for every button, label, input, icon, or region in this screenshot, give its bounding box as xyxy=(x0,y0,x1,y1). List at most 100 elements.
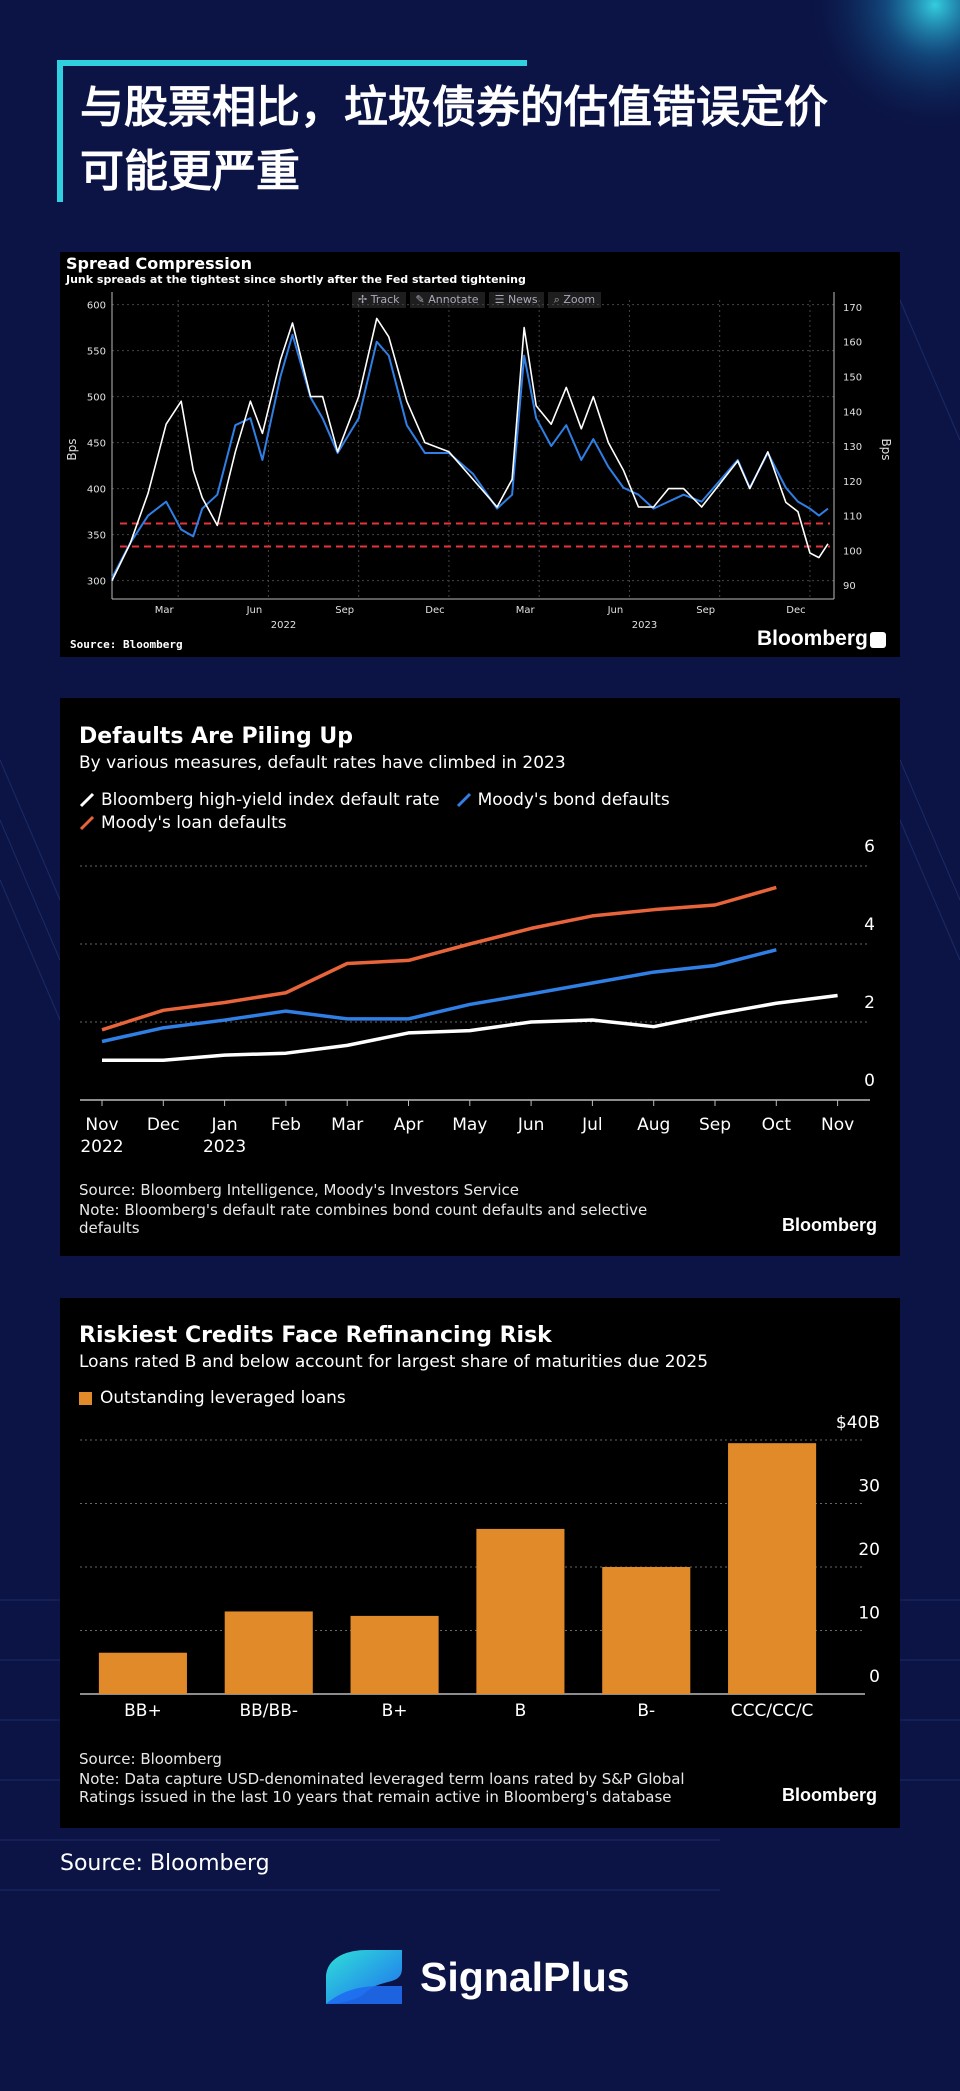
bloomberg-chart-icon xyxy=(870,632,886,648)
legend-swatch-icon xyxy=(79,1391,92,1405)
defaults-panel: Defaults Are Piling Up By various measur… xyxy=(60,698,900,1256)
chart3-xtick: BB/BB- xyxy=(239,1701,298,1721)
chart2-xtick: Nov xyxy=(821,1115,854,1135)
legend-item-loan: Moody's loan defaults xyxy=(79,813,287,833)
track-label: Track xyxy=(370,293,400,306)
annotate-label: Annotate xyxy=(428,293,479,306)
chart3-xtick: BB+ xyxy=(124,1701,162,1721)
chart1-ytick-left: 550 xyxy=(87,347,106,358)
chart2-ytick: 0 xyxy=(864,1071,875,1091)
legend-line-white-icon xyxy=(79,792,95,808)
legend-label-loan: Moody's loan defaults xyxy=(101,813,287,833)
chart3-xtick: B- xyxy=(637,1701,655,1721)
chart2-ytick: 6 xyxy=(864,837,875,857)
chart3-ytick: $40B xyxy=(836,1413,880,1433)
chart1-ytick-left: 400 xyxy=(87,485,106,496)
chart2-subtitle: By various measures, default rates have … xyxy=(79,753,566,773)
page-title: 与股票相比，垃圾债券的估值错误定价 可能更严重 xyxy=(80,76,910,204)
refinancing-panel: Riskiest Credits Face Refinancing Risk L… xyxy=(60,1298,900,1828)
track-button[interactable]: ✢ Track xyxy=(352,292,406,308)
chart2-xtick: Mar xyxy=(331,1115,363,1135)
chart2-xtick-year: 2023 xyxy=(203,1137,246,1157)
legend-label-loans: Outstanding leveraged loans xyxy=(100,1388,346,1408)
chart3-bar xyxy=(224,1611,313,1694)
legend-line-orange-icon xyxy=(79,815,95,831)
chart3-xtick: B xyxy=(515,1701,527,1721)
title-accent-bar-left xyxy=(57,60,63,202)
chart3-ytick: 20 xyxy=(858,1540,880,1560)
refinancing-chart-svg: 0 10 20 30 $40B BB+ BB/BB- B+ B B- CCC/CC/C xyxy=(80,1413,880,1721)
chart1-xtick: Jun xyxy=(607,605,624,616)
chart2-xtick: Jul xyxy=(581,1115,603,1135)
spread-chart-svg: 300 350 400 450 500 550 600 90 100 110 120 130 140 15… xyxy=(65,292,893,631)
chart3-xtick: CCC/CC/C xyxy=(731,1701,814,1721)
annotate-button[interactable]: ✎ Annotate xyxy=(409,292,485,308)
chart1-ytick-right: 140 xyxy=(843,407,862,418)
chart3-bar xyxy=(350,1615,439,1694)
chart3-xtick: B+ xyxy=(382,1701,408,1721)
signalplus-logo-icon xyxy=(326,1950,402,2004)
title-accent-bar xyxy=(57,60,527,66)
chart1-ytick-right: 120 xyxy=(843,477,862,488)
chart2-legend-row2: Moody's loan defaults xyxy=(79,813,295,833)
news-label: News xyxy=(507,293,538,306)
chart2-bloomberg-logo: Bloomberg xyxy=(782,1215,878,1235)
signalplus-logo: SignalPlus xyxy=(322,1946,630,2008)
footer-source: Source: Bloomberg xyxy=(60,1851,270,1876)
chart2-ytick: 4 xyxy=(864,915,875,935)
chart1-ytick-right: 100 xyxy=(843,546,862,557)
chart1-ytick-left: 300 xyxy=(87,577,106,588)
chart1-ylabel-right: Bps xyxy=(879,438,893,460)
signalplus-logo-text: SignalPlus xyxy=(420,1953,630,2000)
chart3-bar xyxy=(602,1567,691,1694)
chart1-xtick: Sep xyxy=(335,605,354,616)
chart3-bar xyxy=(728,1443,817,1694)
chart1-series-blue xyxy=(111,333,829,579)
chart2-xtick: Feb xyxy=(271,1115,301,1135)
page-title-line1: 与股票相比，垃圾债券的估值错误定价 xyxy=(80,82,828,133)
chart2-series-0 xyxy=(102,993,838,1062)
chart1-year-label: 2022 xyxy=(271,620,296,631)
chart2-series-1 xyxy=(101,948,777,1044)
chart2-ytick: 2 xyxy=(864,993,875,1013)
spread-compression-panel: Spread Compression Junk spreads at the t… xyxy=(60,252,900,657)
legend-label-hy: Bloomberg high-yield index default rate xyxy=(101,790,440,810)
chart3-note: Note: Data capture USD-denominated lever… xyxy=(79,1770,685,1806)
chart3-legend: Outstanding leveraged loans xyxy=(79,1388,346,1408)
page-title-line2: 可能更严重 xyxy=(80,146,300,197)
chart2-xtick: May xyxy=(452,1115,487,1135)
chart2-series-2 xyxy=(101,885,777,1032)
chart1-xtick: Dec xyxy=(425,605,444,616)
chart3-subtitle: Loans rated B and below account for larg… xyxy=(79,1352,709,1372)
chart1-ytick-right: 170 xyxy=(843,303,862,314)
chart1-xtick: Mar xyxy=(155,605,175,616)
chart1-subtitle: Junk spreads at the tightest since short… xyxy=(66,273,526,286)
chart3-title: Riskiest Credits Face Refinancing Risk xyxy=(79,1323,552,1348)
news-button[interactable]: ☰ News xyxy=(488,292,544,308)
chart1-xtick: Mar xyxy=(516,605,536,616)
chart3-bar xyxy=(98,1652,187,1694)
chart1-bloomberg-logo: Bloomberg xyxy=(757,627,868,650)
chart1-year-label: 2023 xyxy=(632,620,657,631)
chart2-title: Defaults Are Piling Up xyxy=(79,724,353,749)
legend-item-hy: Bloomberg high-yield index default rate xyxy=(79,790,440,810)
legend-label-bond: Moody's bond defaults xyxy=(477,790,670,810)
chart2-xtick: Aug xyxy=(637,1115,670,1135)
chart1-ylabel-left: Bps xyxy=(65,438,79,460)
zoom-label: Zoom xyxy=(563,293,596,306)
chart1-ytick-right: 110 xyxy=(843,512,862,523)
chart1-ytick-right: 150 xyxy=(843,372,862,383)
zoom-button[interactable]: ⌕ Zoom xyxy=(547,292,602,308)
chart2-xtick: Oct xyxy=(762,1115,792,1135)
chart3-bloomberg-logo: Bloomberg xyxy=(782,1785,878,1805)
chart1-xtick: Dec xyxy=(786,605,805,616)
chart1-title: Spread Compression xyxy=(66,254,253,273)
chart1-series-white xyxy=(111,317,829,581)
chart3-ytick: 10 xyxy=(858,1604,880,1624)
legend-line-blue-icon xyxy=(456,792,471,808)
chart-toolbar: ✢ Track ✎ Annotate ☰ News ⌕ Zoom xyxy=(352,292,602,308)
chart2-xtick: Sep xyxy=(699,1115,731,1135)
chart2-xtick: Apr xyxy=(394,1115,423,1135)
chart2-xtick: Nov xyxy=(85,1115,118,1135)
chart1-ytick-right: 90 xyxy=(843,581,856,592)
